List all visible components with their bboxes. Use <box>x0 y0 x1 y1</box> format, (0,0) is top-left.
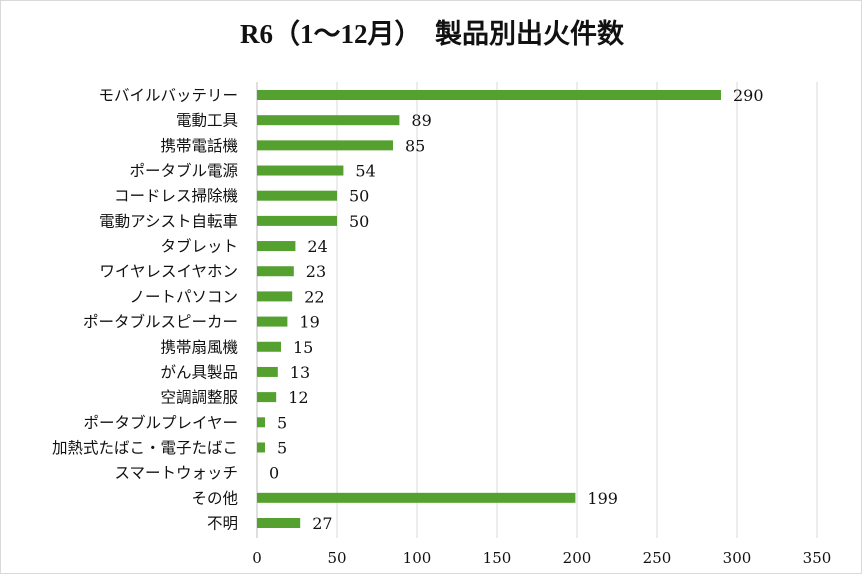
x-tick-label: 0 <box>252 549 262 567</box>
bar <box>257 115 400 126</box>
category-label: ワイヤレスイヤホン <box>99 263 238 281</box>
category-label: タブレット <box>160 237 238 256</box>
data-label: 54 <box>355 162 375 181</box>
category-label: モバイルバッテリー <box>98 87 238 105</box>
category-label: 空調調整服 <box>160 389 238 407</box>
bar <box>257 316 288 327</box>
x-tick-label: 300 <box>723 549 752 567</box>
x-tick-label: 350 <box>803 549 832 567</box>
data-label: 22 <box>304 287 324 306</box>
data-label: 19 <box>299 313 319 332</box>
data-label: 50 <box>349 187 369 206</box>
category-label: コードレス掃除機 <box>114 187 238 205</box>
x-tick-label: 150 <box>483 549 512 567</box>
bar <box>257 442 265 453</box>
data-label: 5 <box>277 413 287 432</box>
x-tick-label: 200 <box>563 549 592 567</box>
category-label: 電動アシスト自転車 <box>99 212 238 230</box>
bar <box>257 241 296 252</box>
x-tick-label: 50 <box>327 549 346 567</box>
category-label: スマートウォッチ <box>114 464 238 482</box>
data-label: 85 <box>405 136 425 155</box>
data-label: 24 <box>307 237 327 256</box>
data-label: 5 <box>277 438 287 457</box>
bar <box>257 366 278 377</box>
bar <box>257 291 293 302</box>
x-tick-label: 100 <box>403 549 432 567</box>
category-label: 携帯扇風機 <box>160 338 238 356</box>
chart-title: R6（1～12月） 製品別出火件数 <box>240 19 624 49</box>
category-label: ポータブルスピーカー <box>83 312 238 331</box>
bar <box>257 266 294 277</box>
bar <box>257 341 281 352</box>
category-label: その他 <box>191 489 238 507</box>
category-label: 電動工具 <box>176 112 238 130</box>
bar <box>257 392 277 403</box>
bar <box>257 215 337 226</box>
category-label: がん具製品 <box>160 363 238 381</box>
data-label: 89 <box>411 111 431 130</box>
bar <box>257 492 576 503</box>
bar <box>257 518 301 528</box>
data-label: 50 <box>349 212 369 231</box>
data-label: 15 <box>293 338 313 357</box>
data-label: 199 <box>587 489 618 508</box>
category-label: ポータブルプレイヤー <box>83 413 238 432</box>
category-label: 不明 <box>207 515 238 533</box>
category-label: 携帯電話機 <box>160 137 238 155</box>
data-label: 27 <box>312 514 332 533</box>
category-label: ノートパソコン <box>129 288 238 306</box>
data-label: 0 <box>269 464 279 483</box>
bar <box>257 190 337 201</box>
category-label: 加熱式たばこ・電子たばこ <box>52 439 238 457</box>
bar <box>257 417 265 428</box>
category-label: ポータブル電源 <box>129 161 238 180</box>
bar <box>257 90 721 100</box>
data-label: 13 <box>290 363 310 382</box>
bar <box>257 165 344 176</box>
data-label: 23 <box>306 262 326 281</box>
data-label: 12 <box>288 388 308 407</box>
bar <box>257 140 393 151</box>
data-label: 290 <box>733 86 764 105</box>
x-tick-label: 250 <box>643 549 672 567</box>
